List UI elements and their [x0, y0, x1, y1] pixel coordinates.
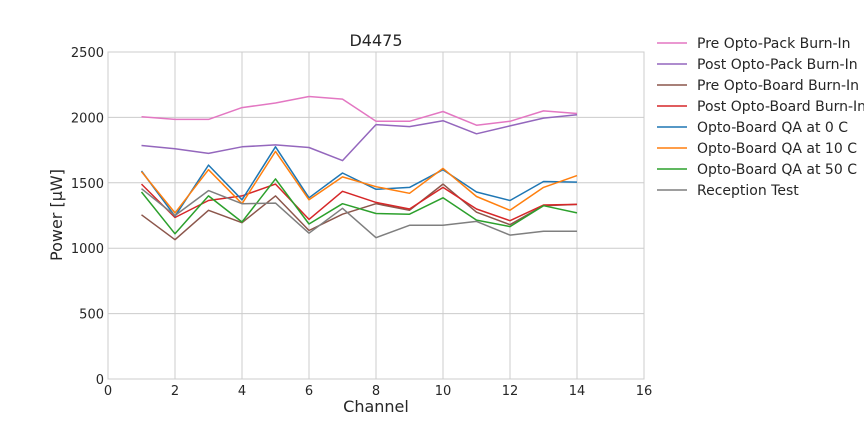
legend-entry-label: Pre Opto-Board Burn-In	[697, 78, 859, 94]
y-tick-label: 2000	[71, 111, 104, 126]
y-tick-label: 1500	[71, 177, 104, 192]
x-tick-label: 8	[372, 384, 380, 399]
legend-entry-label: Opto-Board QA at 50 C	[697, 162, 857, 178]
series-line-6	[140, 150, 578, 214]
series-line-7	[140, 178, 578, 235]
plot-frame	[107, 51, 645, 380]
legend-entry-label: Reception Test	[697, 183, 799, 199]
legend: Pre Opto-Pack Burn-In Post Opto-Pack Burn…	[657, 36, 864, 199]
legend-entry-label: Opto-Board QA at 10 C	[697, 141, 857, 157]
x-tick-label: 6	[305, 384, 313, 399]
legend-entry-label: Post Opto-Pack Burn-In	[697, 57, 858, 73]
legend-entry-label: Post Opto-Board Burn-In	[697, 99, 864, 115]
y-tick-label: 1000	[71, 242, 104, 257]
y-tick-label: 2500	[71, 46, 104, 61]
x-tick-label: 10	[435, 384, 452, 399]
y-tick-label: 0	[96, 373, 104, 388]
legend-entry-label: Opto-Board QA at 0 C	[697, 120, 848, 136]
x-tick-label: 0	[104, 384, 112, 399]
series-line-1	[141, 95, 578, 126]
x-tick-label: 16	[636, 384, 653, 399]
x-tick-label: 2	[171, 384, 179, 399]
series-line-8	[141, 188, 577, 239]
series-group	[140, 95, 578, 241]
x-tick-label: 14	[569, 384, 586, 399]
y-tick-label: 500	[79, 308, 104, 323]
x-tick-label: 12	[502, 384, 519, 399]
tick-labels: 0 2 4 6 8 10 12 14 16 0 500 1000 1500 2000 2500	[71, 46, 652, 399]
y-axis-label: Power [μW]	[47, 169, 66, 261]
x-axis-label: Channel	[343, 397, 409, 416]
series-line-2	[141, 114, 578, 162]
x-tick-label: 4	[238, 384, 246, 399]
legend-entry-label: Pre Opto-Pack Burn-In	[697, 36, 851, 52]
chart-title: D4475	[349, 31, 402, 50]
